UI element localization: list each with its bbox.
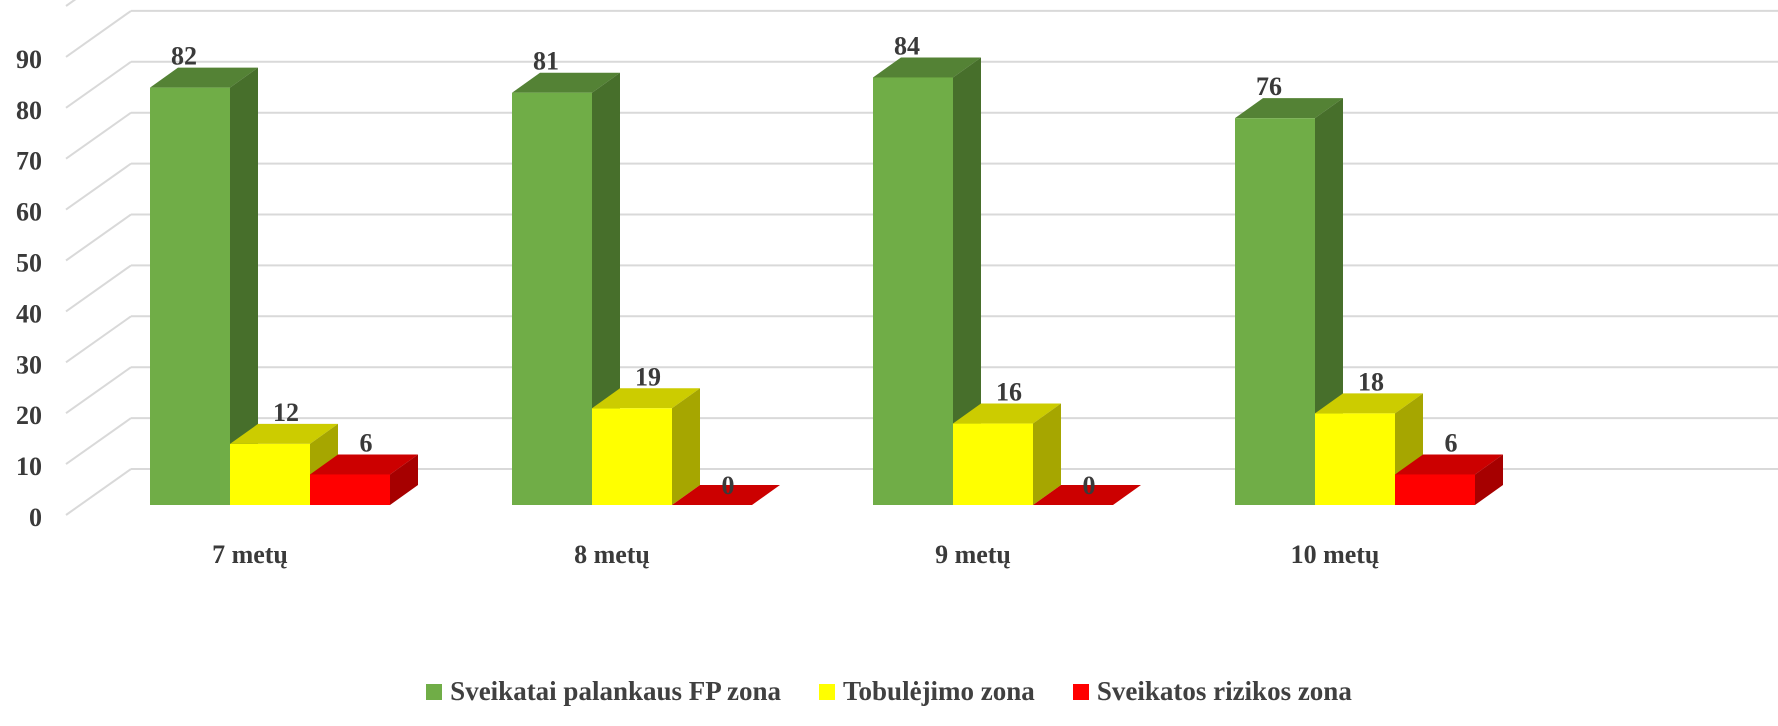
- x-tick-label: 10 metų: [1291, 540, 1380, 569]
- bar-front: [1395, 474, 1475, 505]
- legend-item-0: Sveikatai palankaus FP zona: [426, 676, 781, 707]
- y-tick-label: 80: [16, 96, 42, 125]
- data-label: 81: [533, 47, 559, 76]
- gridline-diag: [65, 0, 77, 7]
- gridline-diag: [65, 366, 132, 415]
- bar-front: [1235, 118, 1315, 505]
- data-label: 82: [171, 42, 197, 71]
- gridline-diag: [65, 468, 132, 516]
- y-tick-label: 30: [16, 350, 42, 379]
- bar-1-1: [592, 388, 700, 505]
- gridline-diag: [65, 315, 132, 364]
- bar-0-1: [512, 72, 620, 506]
- bar-front: [150, 87, 230, 506]
- x-tick-label: 7 metų: [212, 540, 288, 569]
- gridline-diag: [65, 264, 132, 313]
- bar-front: [230, 443, 310, 505]
- bar-top: [953, 403, 1061, 424]
- bar-top: [672, 485, 780, 505]
- bar-0-0: [150, 67, 258, 506]
- x-tick-label: 9 metų: [935, 540, 1011, 569]
- bar-side: [230, 67, 258, 506]
- bar-top: [873, 57, 981, 78]
- legend-label-0: Sveikatai palankaus FP zona: [450, 676, 782, 706]
- bar-top: [310, 454, 418, 475]
- bar-front: [592, 408, 672, 505]
- bar-front: [310, 474, 390, 505]
- bar-top: [512, 72, 620, 93]
- bar-0-3: [1235, 98, 1343, 505]
- bar-side: [672, 388, 700, 505]
- data-label: 0: [722, 471, 735, 500]
- legend: Sveikatai palankaus FP zona Tobulėjimo z…: [0, 676, 1778, 707]
- legend-swatch-0: [426, 683, 443, 700]
- bar-1-2: [953, 403, 1061, 505]
- bar-0-2: [873, 57, 981, 505]
- bar-top: [150, 67, 258, 88]
- y-tick-label: 20: [16, 401, 42, 430]
- legend-label-1: Tobulėjimo zona: [843, 676, 1035, 706]
- data-label: 84: [894, 31, 920, 60]
- bar-2-3: [1395, 454, 1503, 505]
- bar-side: [953, 57, 981, 505]
- y-tick-label: 50: [16, 249, 42, 278]
- x-tick-label: 8 metų: [574, 540, 650, 569]
- gridline-diag: [65, 111, 132, 160]
- legend-swatch-1: [819, 683, 836, 700]
- bar-front: [1315, 413, 1395, 505]
- bar-side: [390, 454, 418, 505]
- bar-front: [953, 423, 1033, 505]
- bar-2-0: [310, 454, 418, 505]
- y-axis-ticks: 0 10 20 30 40 50 60 70 80 90: [16, 45, 42, 532]
- data-label: 12: [273, 398, 299, 427]
- y-tick-label: 10: [16, 452, 42, 481]
- y-tick-label: 90: [16, 45, 42, 74]
- data-label: 16: [996, 378, 1022, 407]
- bar-top: [592, 388, 700, 409]
- data-label: 0: [1083, 471, 1096, 500]
- gridline-diag: [65, 417, 132, 465]
- gridline-diag: [65, 162, 132, 211]
- bar-top: [1235, 98, 1343, 119]
- gridline-diag: [65, 213, 132, 262]
- data-label: 6: [360, 428, 373, 457]
- y-tick-label: 60: [16, 198, 42, 227]
- gridline-diag: [65, 60, 132, 109]
- bar-side: [1033, 403, 1061, 505]
- y-tick-label: 40: [16, 299, 42, 328]
- bar-top: [230, 423, 338, 444]
- data-label: 76: [1256, 72, 1282, 101]
- legend-item-1: Tobulėjimo zona: [819, 676, 1035, 707]
- bar-top: [1315, 393, 1423, 414]
- gridline-diag: [65, 10, 132, 58]
- legend-label-2: Sveikatos rizikos zona: [1096, 676, 1352, 706]
- y-tick-label: 70: [16, 147, 42, 176]
- data-label: 18: [1358, 367, 1384, 396]
- bars: [150, 57, 1503, 506]
- bar-top: [1395, 454, 1503, 475]
- bar-2-2: [1033, 485, 1141, 505]
- bar-front: [873, 77, 953, 505]
- bar-2-1: [672, 485, 780, 505]
- legend-item-2: Sveikatos rizikos zona: [1072, 676, 1352, 707]
- data-labels: 82 12 6 7 metų 81 19 0 8 metų 84 16 0 9 metų 76 18 6 10…: [171, 31, 1458, 569]
- legend-swatch-2: [1072, 683, 1089, 700]
- data-label: 19: [635, 362, 661, 391]
- y-tick-label: 0: [29, 503, 42, 532]
- data-label: 6: [1445, 428, 1458, 457]
- bar-front: [512, 92, 592, 506]
- bar-top: [1033, 485, 1141, 505]
- bar-side: [1475, 454, 1503, 505]
